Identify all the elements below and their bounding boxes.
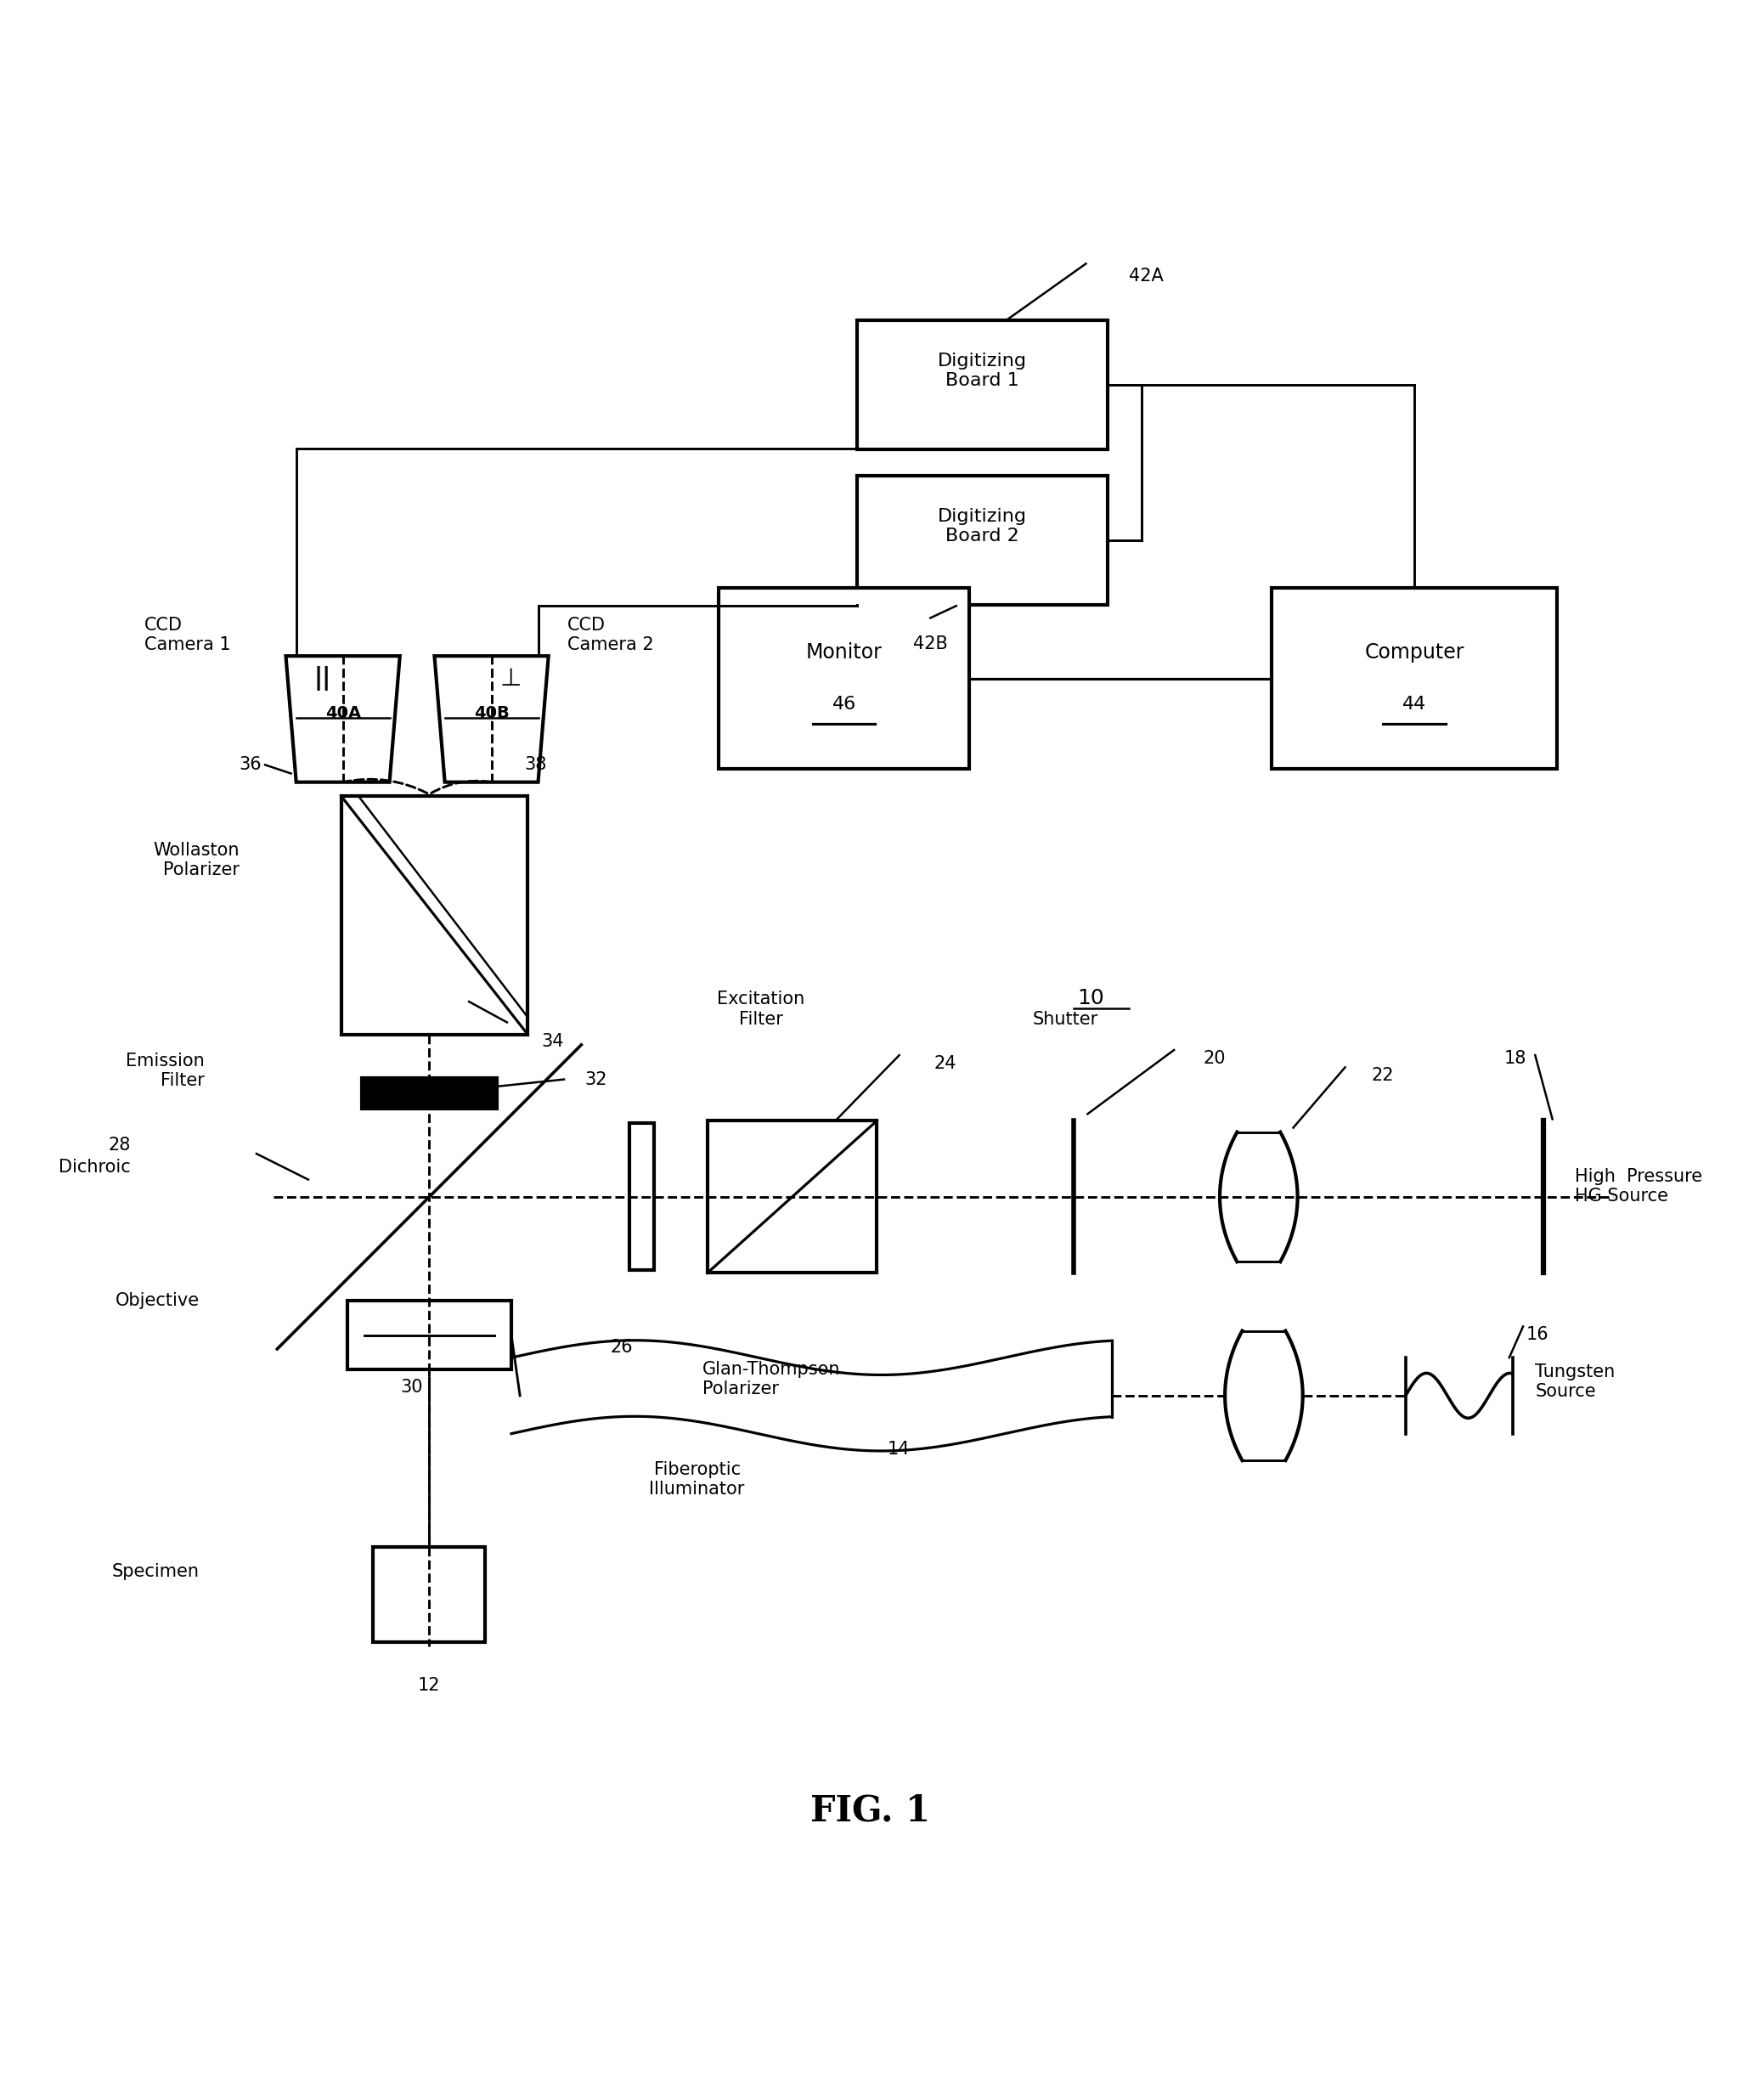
FancyBboxPatch shape: [347, 1300, 511, 1369]
FancyBboxPatch shape: [363, 1077, 497, 1109]
Text: 22: 22: [1372, 1067, 1393, 1084]
Text: Specimen: Specimen: [112, 1562, 199, 1581]
FancyBboxPatch shape: [858, 319, 1107, 449]
FancyBboxPatch shape: [373, 1548, 485, 1642]
Polygon shape: [434, 655, 549, 781]
Text: Dichroic: Dichroic: [58, 1159, 131, 1176]
Text: 36: 36: [239, 756, 261, 773]
Text: ⊥: ⊥: [500, 668, 521, 691]
Text: 46: 46: [831, 695, 856, 712]
Text: 40B: 40B: [474, 706, 509, 720]
Text: High  Pressure
HG Source: High Pressure HG Source: [1576, 1168, 1703, 1205]
Text: FIG. 1: FIG. 1: [810, 1793, 929, 1829]
Text: Wollaston
Polarizer: Wollaston Polarizer: [153, 842, 239, 878]
Text: 38: 38: [525, 756, 547, 773]
Text: 18: 18: [1504, 1050, 1527, 1067]
Text: 16: 16: [1527, 1327, 1550, 1344]
Text: 34: 34: [542, 1033, 565, 1050]
Text: 24: 24: [934, 1054, 957, 1073]
Text: CCD
Camera 2: CCD Camera 2: [568, 617, 654, 653]
Polygon shape: [286, 655, 399, 781]
Text: Digitizing
Board 1: Digitizing Board 1: [938, 353, 1027, 388]
Text: Monitor: Monitor: [805, 643, 882, 664]
Text: Tungsten
Source: Tungsten Source: [1536, 1363, 1616, 1401]
Text: 14: 14: [887, 1441, 910, 1457]
FancyBboxPatch shape: [858, 475, 1107, 605]
Text: Computer: Computer: [1365, 643, 1464, 664]
FancyBboxPatch shape: [718, 588, 969, 769]
Text: 30: 30: [401, 1378, 424, 1394]
Text: 26: 26: [610, 1338, 633, 1357]
Text: 28: 28: [108, 1136, 131, 1153]
Text: Emission
Filter: Emission Filter: [125, 1052, 204, 1090]
Text: 42B: 42B: [913, 634, 948, 653]
Text: ||: ||: [314, 666, 331, 691]
Text: 44: 44: [1401, 695, 1426, 712]
Text: 32: 32: [584, 1071, 607, 1088]
Text: CCD
Camera 1: CCD Camera 1: [145, 617, 230, 653]
Text: Excitation
Filter: Excitation Filter: [716, 991, 805, 1027]
FancyBboxPatch shape: [1272, 588, 1556, 769]
Text: Fiberoptic
Illuminator: Fiberoptic Illuminator: [650, 1462, 744, 1497]
FancyBboxPatch shape: [708, 1121, 877, 1273]
Text: 42A: 42A: [1129, 267, 1164, 284]
Text: 40A: 40A: [324, 706, 361, 720]
Text: Objective: Objective: [115, 1292, 199, 1308]
Text: 10: 10: [1077, 987, 1105, 1008]
Text: Digitizing
Board 2: Digitizing Board 2: [938, 508, 1027, 544]
FancyBboxPatch shape: [629, 1124, 654, 1270]
Text: Shutter: Shutter: [1032, 1010, 1098, 1027]
Text: 12: 12: [418, 1678, 441, 1695]
FancyBboxPatch shape: [342, 796, 528, 1035]
Text: 20: 20: [1203, 1050, 1225, 1067]
Text: Glan-Thompson
Polarizer: Glan-Thompson Polarizer: [702, 1361, 840, 1399]
